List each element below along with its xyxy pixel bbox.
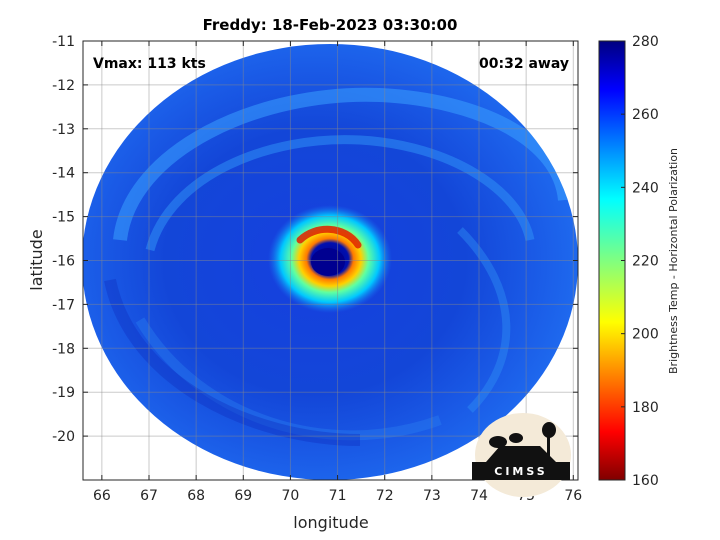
logo-text: CIMSS: [494, 465, 547, 478]
outer-rain-band: [113, 87, 572, 242]
colorbar-tick-label: 200: [632, 327, 659, 343]
colorbar-tick-label: 280: [632, 34, 659, 50]
grid-lines: [83, 40, 578, 480]
y-tick-label: -11: [52, 34, 75, 50]
colorbar: [598, 40, 626, 481]
satellite-dish-right: [509, 433, 523, 443]
storm-eye: [311, 248, 345, 276]
eyewall-hot-arc: [296, 225, 362, 249]
y-tick-label: -13: [52, 122, 75, 138]
plot-title: Freddy: 18-Feb-2023 03:30:00: [203, 16, 458, 34]
x-tick-label: 71: [329, 488, 347, 504]
y-tick-labels: -11 -12 -13 -14 -15 -16 -17 -18 -19 -20: [52, 34, 75, 445]
axes-box: [82, 40, 579, 481]
y-tick-label: -17: [52, 297, 75, 313]
x-tick-label: 72: [376, 488, 394, 504]
y-tick-label: -12: [52, 78, 75, 94]
logo-building: [486, 446, 556, 462]
x-tick-label: 70: [282, 488, 300, 504]
water-tower-leg: [547, 434, 550, 462]
y-tick-label: -20: [52, 429, 75, 445]
x-tick-label: 67: [140, 488, 158, 504]
x-axis-label: longitude: [293, 513, 368, 532]
x-tick-label: 73: [423, 488, 441, 504]
inner-rain-band: [145, 135, 535, 252]
satellite-dish-left: [489, 436, 507, 448]
y-tick-label: -16: [52, 254, 75, 270]
colorbar-tick-label: 220: [632, 254, 659, 270]
satellite-image: [83, 44, 578, 480]
y-tick-label: -14: [52, 166, 75, 182]
time-offset-annotation: 00:32 away: [479, 56, 569, 72]
x-tick-label: 68: [187, 488, 205, 504]
x-tick-label: 66: [93, 488, 111, 504]
southern-rain-band: [135, 317, 442, 441]
y-tick-label: -18: [52, 341, 75, 357]
logo-banner: [472, 462, 570, 480]
y-tick-label: -15: [52, 210, 75, 226]
dark-band: [104, 278, 361, 446]
colorbar-tick-label: 240: [632, 180, 659, 196]
eastern-rain-band: [457, 227, 511, 413]
colorbar-tick-label: 180: [632, 400, 659, 416]
water-tower-tank: [542, 422, 556, 438]
cimss-logo: CIMSS: [472, 413, 571, 497]
colorbar-tick-label: 160: [632, 473, 659, 489]
colorbar-tick-label: 260: [632, 107, 659, 123]
y-tick-label: -19: [52, 385, 75, 401]
x-tick-label: 69: [234, 488, 252, 504]
vmax-annotation: Vmax: 113 kts: [93, 56, 206, 72]
y-axis-label: latitude: [27, 229, 46, 290]
x-tick-label: 76: [564, 488, 582, 504]
colorbar-label: Brightness Temp - Horizontal Polarizatio…: [667, 148, 680, 374]
x-tick-label: 74: [470, 488, 488, 504]
colorbar-ticks: 280 260 240 220 200 180 160: [621, 34, 659, 489]
